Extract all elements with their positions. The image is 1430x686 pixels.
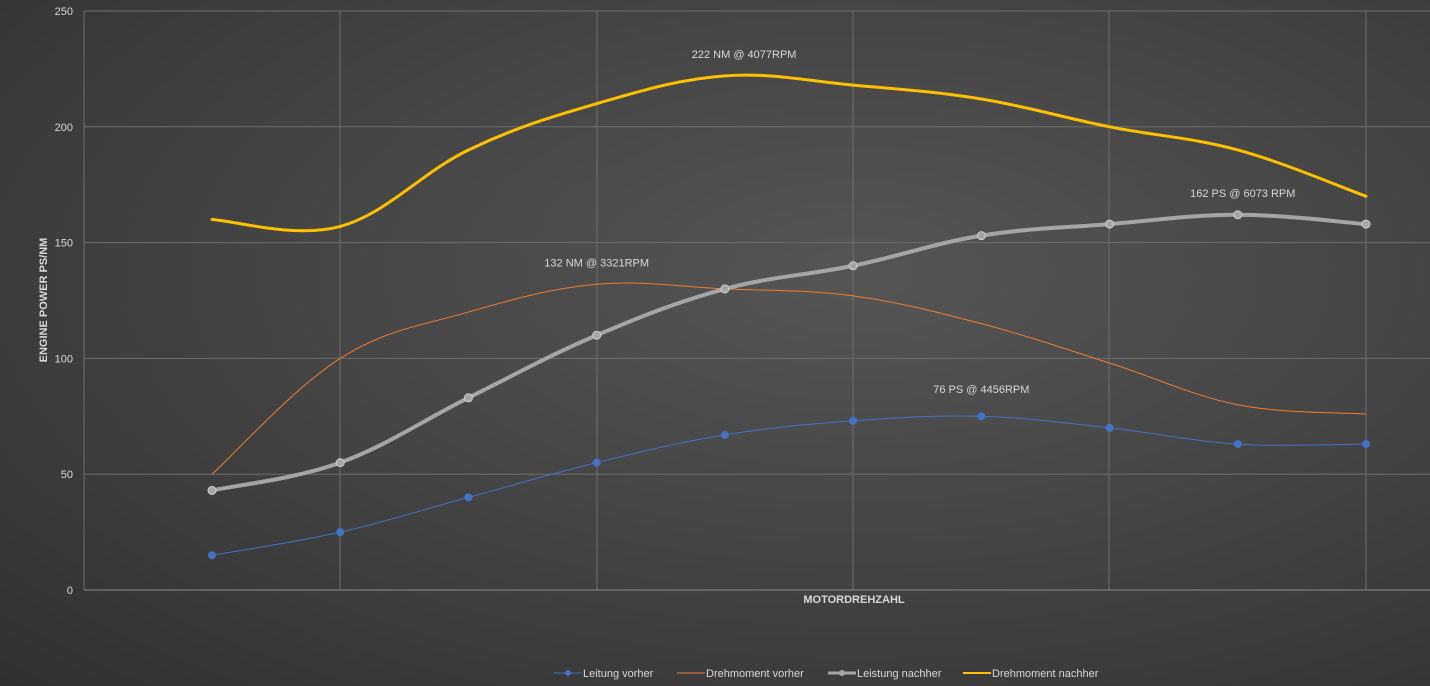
data-point (1105, 219, 1115, 229)
data-point (335, 458, 345, 468)
y-tick-label: 50 (61, 469, 73, 481)
annotations: 222 NM @ 4077RPM 132 NM @ 3321RPM 162 PS @… (544, 49, 1295, 396)
data-point (592, 458, 601, 467)
data-point (976, 231, 986, 241)
legend-item-leitung-vorher: Leitung vorher (554, 668, 654, 680)
x-axis-title: MOTORDREHZAHL (803, 594, 905, 606)
legend-item-drehmoment-nachher: Drehmoment nachher (963, 668, 1099, 680)
series-lines (207, 73, 1371, 560)
y-tick-label: 250 (55, 6, 73, 18)
annotation-label: 222 NM @ 4077RPM (692, 49, 797, 61)
data-point (849, 416, 858, 425)
data-point (592, 330, 602, 340)
legend-label: Drehmoment nachher (992, 668, 1099, 680)
data-point (720, 284, 730, 294)
data-point (336, 528, 345, 537)
series-drehmoment-nachher (210, 73, 1368, 233)
annotation-label: 76 PS @ 4456RPM (933, 384, 1029, 396)
legend-marker (839, 670, 845, 676)
data-point (463, 393, 473, 403)
data-point (1361, 219, 1371, 229)
gridlines (83, 10, 1430, 591)
y-tick-label: 150 (55, 238, 73, 250)
y-axis-title: ENGINE POWER PS/NM (38, 238, 50, 363)
data-point (208, 551, 216, 560)
series-leitung-vorher (208, 412, 1370, 560)
series-leistung-nachher (207, 210, 1371, 495)
data-point (1362, 440, 1370, 449)
y-axis-ticks: 0 50 100 150 200 250 (55, 6, 73, 597)
data-point (720, 430, 729, 439)
series-line-leitung-vorher (211, 415, 1367, 556)
data-point (977, 412, 986, 421)
data-point (1233, 210, 1243, 220)
legend-marker (565, 670, 571, 676)
legend-item-drehmoment-vorher: Drehmoment vorher (677, 668, 804, 680)
legend: Leitung vorher Drehmoment vorher Leistung … (554, 668, 1099, 680)
y-tick-label: 0 (67, 585, 73, 597)
series-line-leistung-nachher (210, 212, 1368, 493)
legend-label: Drehmoment vorher (706, 668, 804, 680)
data-point (464, 493, 473, 502)
legend-label: Leitung vorher (583, 668, 654, 680)
y-tick-label: 200 (55, 122, 73, 134)
series-line-drehmoment-nachher (210, 73, 1368, 233)
data-point (1233, 440, 1242, 449)
legend-label: Leistung nachher (857, 668, 942, 680)
annotation-label: 162 PS @ 6073 RPM (1190, 188, 1295, 200)
data-point (207, 485, 217, 495)
y-tick-label: 100 (55, 353, 73, 365)
data-point (848, 261, 858, 271)
series-drehmoment-vorher (211, 282, 1367, 475)
legend-item-leistung-nachher: Leistung nachher (828, 668, 942, 680)
series-line-drehmoment-vorher (211, 282, 1367, 475)
data-point (1105, 423, 1114, 432)
annotation-label: 132 NM @ 3321RPM (544, 257, 649, 269)
